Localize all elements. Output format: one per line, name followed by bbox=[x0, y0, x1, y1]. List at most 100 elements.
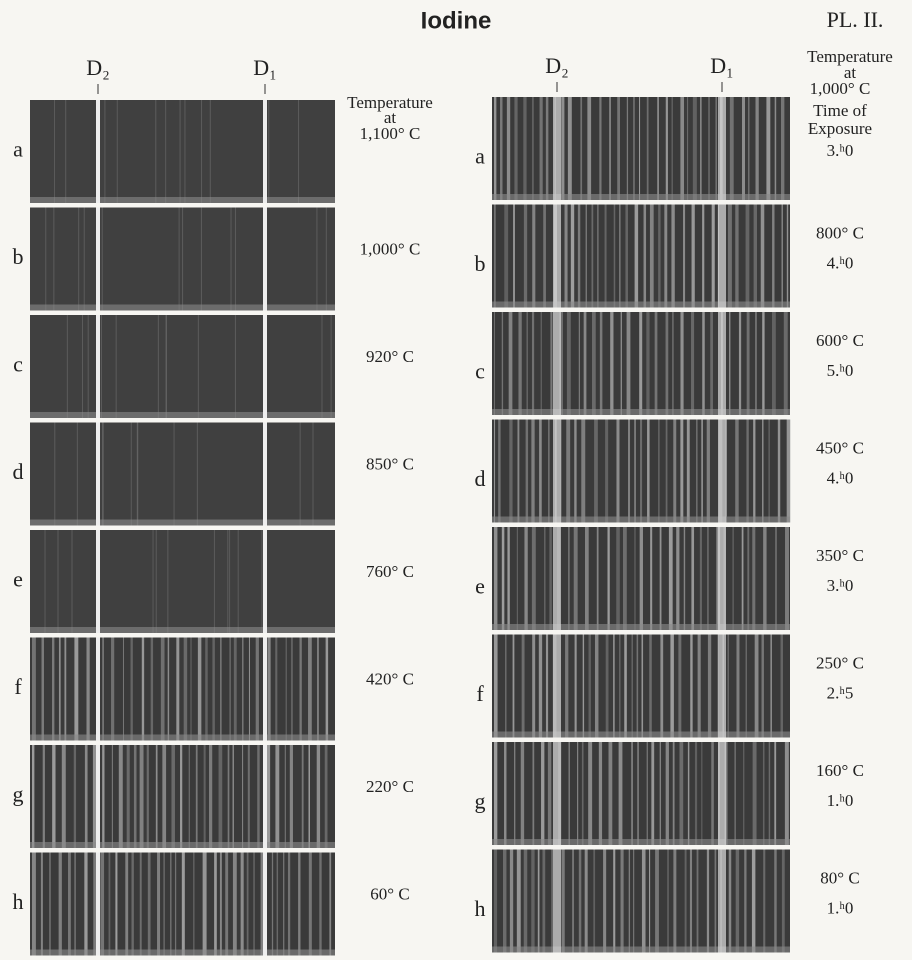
spectral-line bbox=[587, 97, 592, 200]
temperature: 420° C bbox=[366, 669, 414, 688]
spectral-line bbox=[657, 97, 659, 200]
faint-line bbox=[53, 100, 55, 203]
spectral-line bbox=[670, 634, 674, 738]
spectral-line bbox=[40, 852, 43, 956]
spectral-line bbox=[301, 745, 304, 848]
row-label: c bbox=[13, 352, 23, 377]
spectral-line bbox=[319, 852, 322, 956]
spectral-line bbox=[649, 204, 654, 308]
spectral-line bbox=[701, 742, 703, 845]
spectral-line bbox=[325, 637, 329, 741]
faint-line bbox=[229, 530, 231, 633]
spectral-line bbox=[591, 204, 594, 308]
faint-line bbox=[179, 100, 181, 203]
spectral-line bbox=[634, 204, 639, 308]
faint-line bbox=[178, 207, 180, 311]
row-label: d bbox=[475, 466, 486, 491]
spectral-line bbox=[205, 637, 208, 741]
strip-edge bbox=[492, 301, 790, 308]
spectral-line bbox=[755, 312, 757, 415]
spectral-line bbox=[584, 849, 588, 953]
spectral-line bbox=[162, 745, 167, 848]
strip-edge bbox=[30, 734, 335, 741]
spectral-line bbox=[257, 745, 260, 848]
spectral-line bbox=[768, 742, 771, 845]
spectral-line bbox=[774, 849, 777, 953]
spectral-line bbox=[512, 634, 515, 738]
spectral-line bbox=[565, 634, 569, 738]
spectral-line bbox=[639, 527, 643, 630]
spectral-line bbox=[647, 419, 650, 523]
heading: at bbox=[844, 63, 857, 82]
spectral-line bbox=[707, 634, 712, 738]
spectral-line bbox=[102, 745, 105, 848]
exposure: 5.ʰ0 bbox=[827, 361, 854, 380]
row-label: e bbox=[475, 574, 485, 599]
bright-band bbox=[553, 312, 561, 415]
faint-line bbox=[65, 100, 67, 203]
spectral-line bbox=[543, 204, 546, 308]
spectral-line bbox=[195, 745, 198, 848]
spectral-line bbox=[111, 745, 113, 848]
spectral-line bbox=[267, 637, 271, 741]
faint-line bbox=[45, 207, 47, 311]
spectral-line bbox=[494, 527, 498, 630]
spectral-line bbox=[100, 852, 105, 956]
spectral-line bbox=[42, 745, 45, 848]
spectral-line bbox=[131, 852, 134, 956]
bright-band bbox=[553, 97, 561, 200]
spectral-line bbox=[786, 204, 789, 308]
spectral-line bbox=[577, 204, 581, 308]
spectral-line bbox=[746, 419, 749, 523]
faint-line bbox=[53, 207, 55, 311]
spectral-line bbox=[514, 97, 518, 200]
spectral-line bbox=[308, 852, 312, 956]
spectral-line bbox=[655, 849, 659, 953]
spectral-line bbox=[147, 852, 151, 956]
bright-band bbox=[718, 527, 726, 630]
spectral-line bbox=[150, 637, 154, 741]
d-line bbox=[96, 637, 100, 741]
spectral-line bbox=[613, 849, 616, 953]
spectral-line bbox=[507, 527, 510, 630]
spectral-line bbox=[668, 527, 673, 630]
spectral-line bbox=[616, 419, 620, 523]
spectral-line bbox=[620, 312, 622, 415]
spectral-line bbox=[125, 852, 129, 956]
spectral-line bbox=[610, 312, 614, 415]
spectral-line bbox=[537, 849, 540, 953]
temperature: 60° C bbox=[370, 884, 409, 903]
d-line bbox=[263, 315, 267, 418]
spectral-line bbox=[118, 745, 123, 848]
spectral-line bbox=[649, 634, 652, 738]
d-line bbox=[263, 100, 267, 203]
strip-edge bbox=[492, 839, 790, 845]
spectral-line bbox=[541, 742, 545, 845]
spectral-line bbox=[651, 742, 655, 845]
spectral-line bbox=[193, 852, 195, 956]
spectral-line bbox=[639, 312, 643, 415]
faint-line bbox=[234, 315, 236, 418]
spectral-line bbox=[509, 849, 514, 953]
faint-line bbox=[230, 207, 232, 311]
spectral-line bbox=[715, 97, 717, 200]
d-line bbox=[263, 207, 267, 311]
spectral-line bbox=[202, 852, 207, 956]
d-line bbox=[96, 207, 100, 311]
spectral-line bbox=[73, 745, 77, 848]
line-marker: D₁ bbox=[710, 53, 734, 78]
spectral-line bbox=[181, 852, 185, 956]
spectral-line bbox=[696, 419, 698, 523]
spectral-line bbox=[743, 742, 745, 845]
spectral-line bbox=[232, 852, 237, 956]
row-label: e bbox=[13, 567, 23, 592]
spectral-line bbox=[762, 419, 764, 523]
spectral-line bbox=[32, 745, 35, 848]
temperature: 1,100° C bbox=[360, 124, 421, 143]
spectral-line bbox=[708, 97, 710, 200]
spectral-line bbox=[49, 852, 51, 956]
spectral-line bbox=[525, 419, 529, 523]
faint-line bbox=[101, 207, 103, 311]
spectral-line bbox=[680, 97, 684, 200]
spectral-line bbox=[727, 634, 729, 738]
